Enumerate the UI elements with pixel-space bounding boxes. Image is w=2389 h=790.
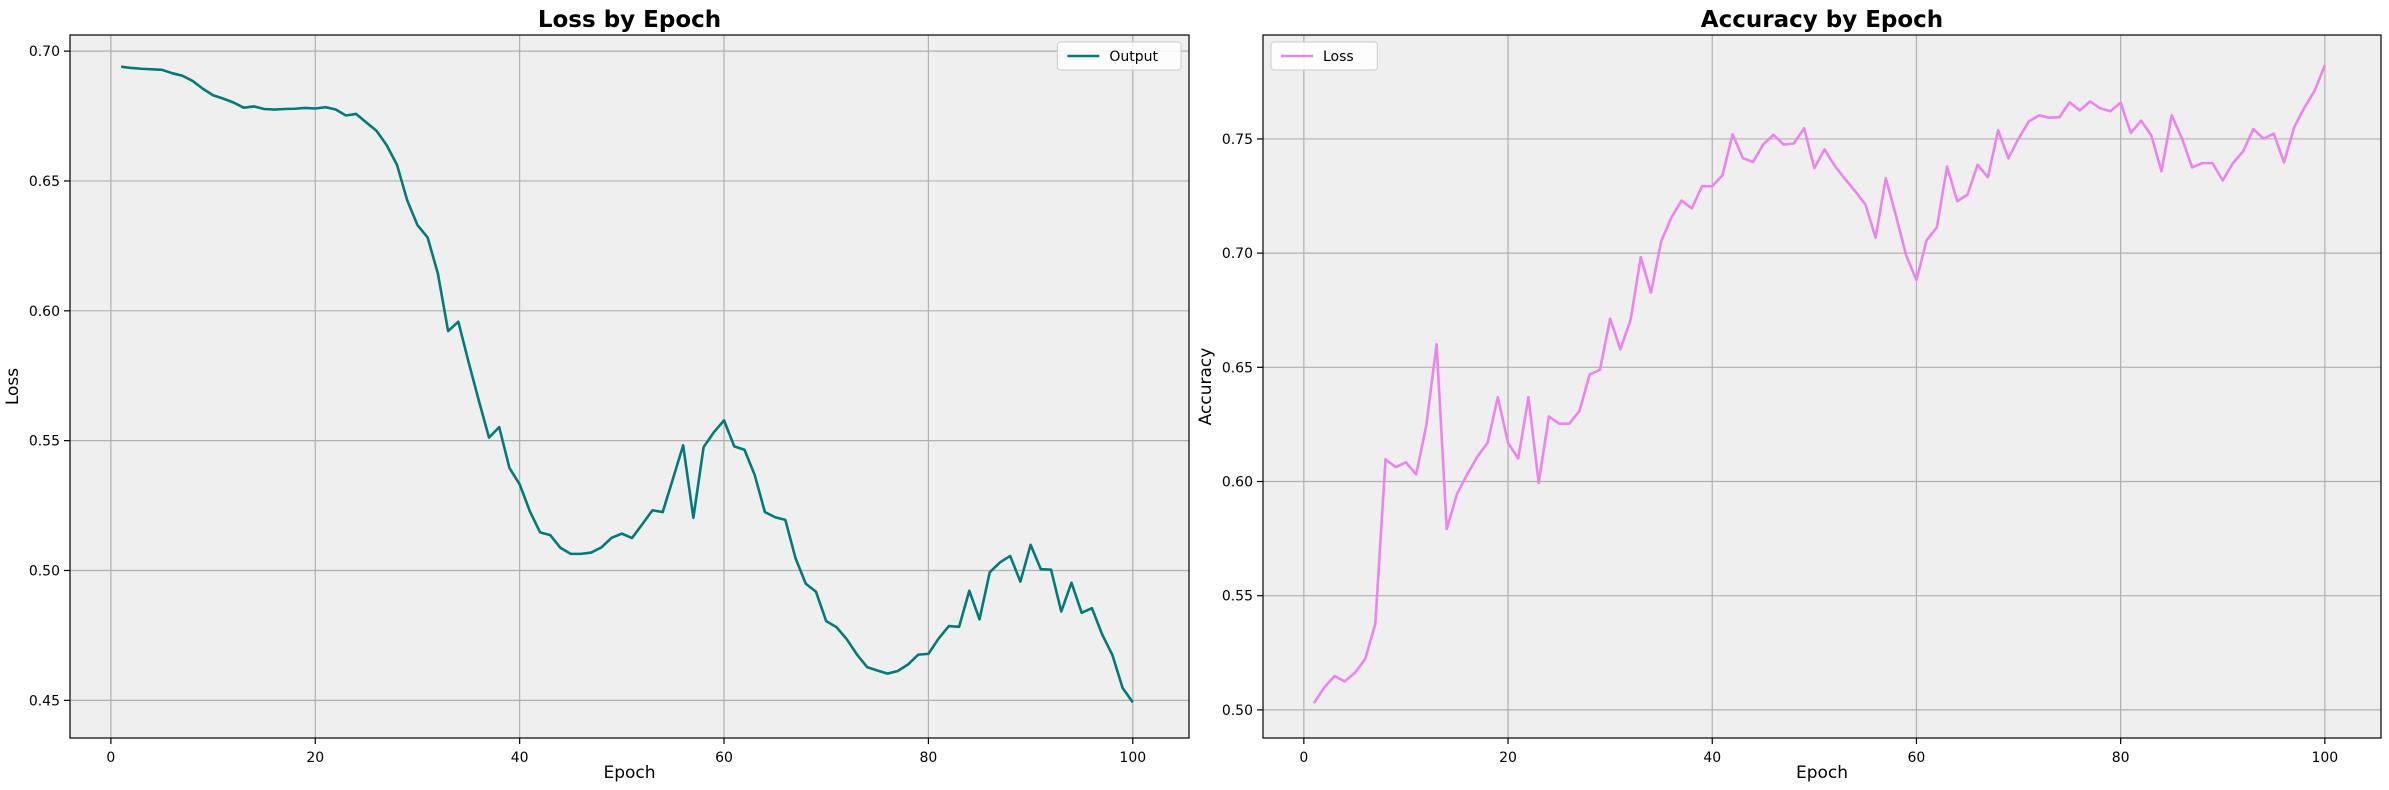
y-tick-label: 0.60 bbox=[1222, 475, 1253, 491]
x-tick-label: 80 bbox=[2112, 750, 2130, 766]
x-tick-label: 20 bbox=[306, 750, 324, 766]
legend-label: Loss bbox=[1323, 49, 1354, 65]
y-tick-label: 0.45 bbox=[29, 693, 60, 709]
x-tick-label: 80 bbox=[919, 750, 937, 766]
y-tick-label: 0.55 bbox=[29, 434, 60, 450]
series-line bbox=[1312, 64, 2327, 704]
x-tick-label: 40 bbox=[511, 750, 529, 766]
x-tick-label: 40 bbox=[1703, 750, 1721, 766]
y-tick-label: 0.50 bbox=[1222, 703, 1253, 719]
y-tick-label: 0.50 bbox=[29, 563, 60, 579]
plot-area bbox=[70, 35, 1189, 738]
y-tick-label: 0.75 bbox=[1222, 132, 1253, 148]
y-tick-label: 0.65 bbox=[1222, 360, 1253, 376]
axes-frame bbox=[69, 34, 1190, 739]
y-axis-label: Loss bbox=[3, 368, 23, 405]
y-axis-label: Accuracy bbox=[1196, 348, 1216, 426]
loss-chart: 0 20 40 60 80 100 0.45 0.50 0.55 0.60 0.65 0.70 Loss… bbox=[3, 7, 1190, 783]
legend: Output bbox=[1056, 41, 1182, 71]
chart-title: Loss by Epoch bbox=[538, 7, 721, 33]
y-tick-label: 0.65 bbox=[29, 174, 60, 190]
x-tick-label: 100 bbox=[1119, 750, 1146, 766]
x-tick-label: 0 bbox=[1299, 750, 1308, 766]
y-tick-label: 0.70 bbox=[1222, 246, 1253, 262]
x-tick-label: 0 bbox=[106, 750, 115, 766]
x-tick-label: 60 bbox=[1908, 750, 1926, 766]
x-tick-label: 100 bbox=[2311, 750, 2338, 766]
x-axis-label: Epoch bbox=[603, 763, 655, 783]
legend-label: Output bbox=[1109, 49, 1158, 65]
series-line bbox=[120, 65, 1134, 704]
x-tick-label: 20 bbox=[1499, 750, 1517, 766]
chart-title: Accuracy by Epoch bbox=[1701, 7, 1943, 33]
axes-frame bbox=[1262, 34, 2382, 739]
legend-box bbox=[1270, 41, 1378, 71]
y-tick-label: 0.70 bbox=[29, 44, 60, 60]
y-tick-label: 0.60 bbox=[29, 304, 60, 320]
y-tick-label: 0.55 bbox=[1222, 589, 1253, 605]
x-axis-label: Epoch bbox=[1796, 763, 1848, 783]
x-tick-label: 60 bbox=[715, 750, 733, 766]
legend: Loss bbox=[1270, 41, 1378, 71]
accuracy-chart: 0 20 40 60 80 100 0.50 0.55 0.60 0.65 0.70 0.75 Accu… bbox=[1196, 7, 2382, 783]
legend-box bbox=[1056, 41, 1182, 71]
